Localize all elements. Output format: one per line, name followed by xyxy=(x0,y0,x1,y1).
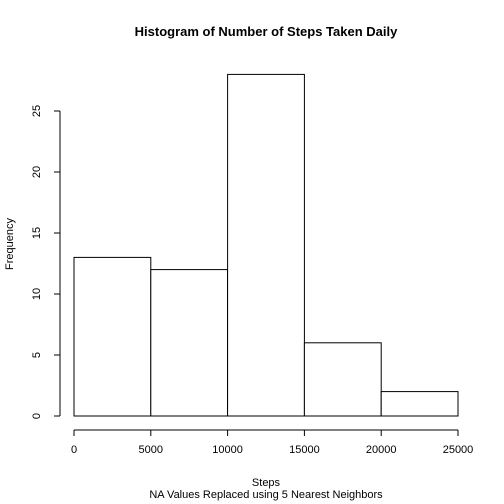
histogram-bar-2 xyxy=(227,73,305,417)
bars-group xyxy=(73,73,459,417)
x-axis-subtitle: NA Values Replaced using 5 Nearest Neigh… xyxy=(149,489,383,501)
histogram-bar-4 xyxy=(380,391,459,417)
chart-title: Histogram of Number of Steps Taken Daily xyxy=(135,24,398,39)
x-axis: 0 5000 10000 15000 20000 25000 xyxy=(71,429,474,456)
x-tick-label-5: 25000 xyxy=(443,444,474,456)
histogram-bar-3 xyxy=(303,342,382,417)
x-tick-label-2: 10000 xyxy=(212,444,243,456)
y-tick-label-5: 25 xyxy=(31,105,43,117)
x-tick-label-1: 5000 xyxy=(139,444,163,456)
y-tick-label-0: 0 xyxy=(31,413,43,419)
y-tick-label-2: 10 xyxy=(31,288,43,300)
x-tick-label-0: 0 xyxy=(71,444,77,456)
x-axis-label: Steps xyxy=(252,477,281,489)
y-tick-label-4: 20 xyxy=(31,166,43,178)
histogram-bar-0 xyxy=(73,256,152,417)
y-axis-label: Frequency xyxy=(4,218,16,270)
x-tick-label-4: 20000 xyxy=(366,444,397,456)
y-axis: 0 5 10 15 20 25 xyxy=(31,105,61,419)
y-tick-label-1: 5 xyxy=(31,352,43,358)
histogram-bar-1 xyxy=(150,269,229,417)
y-tick-label-3: 15 xyxy=(31,227,43,239)
x-tick-label-3: 15000 xyxy=(289,444,320,456)
